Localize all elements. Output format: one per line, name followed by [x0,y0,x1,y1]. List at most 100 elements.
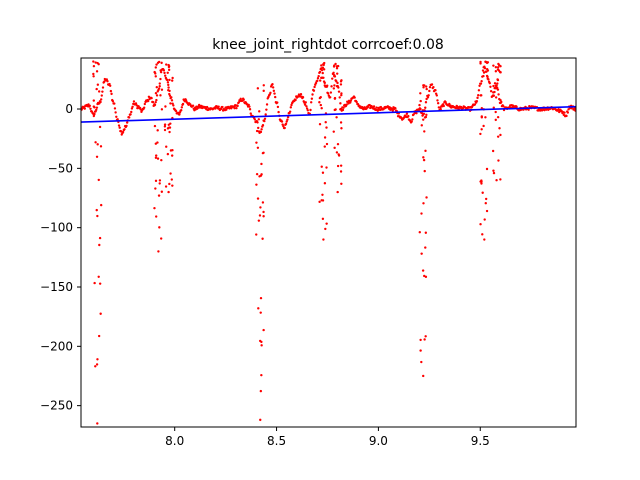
scatter-point [476,96,479,100]
scatter-point [321,71,324,75]
scatter-point [294,98,297,102]
scatter-point [421,269,425,272]
scatter-point [499,133,502,137]
scatter-point [155,63,158,66]
scatter-point [336,164,340,168]
scatter-point [573,107,576,110]
scatter-point [125,121,129,124]
scatter-point [479,132,482,136]
scatter-point [157,60,161,64]
scatter-point [487,78,490,81]
scatter-point [492,91,495,94]
scatter-point [319,103,322,107]
scatter-point [269,91,272,95]
scatter-point [98,125,102,129]
scatter-point [326,84,329,87]
scatter-point [394,107,397,110]
scatter-point [95,106,99,109]
scatter-point [497,69,501,72]
scatter-point [333,146,336,150]
scatter-point [98,236,102,240]
scatter-point [147,99,150,103]
scatter-point [219,107,223,111]
scatter-point [274,95,277,99]
scatter-point [159,237,163,240]
scatter-point [163,71,166,75]
scatter-point [170,178,173,181]
fit-line [81,105,576,123]
scatter-point [496,88,500,91]
scatter-point [259,206,262,209]
scatter-point [94,141,97,144]
scatter-point [109,89,113,93]
scatter-point [169,172,172,175]
scatter-point [332,71,335,75]
scatter-point [97,334,101,338]
scatter-point [233,107,236,110]
scatter-point [491,149,495,153]
scatter-point [425,113,428,117]
scatter-point [96,214,99,218]
scatter-point [306,109,309,112]
scatter-point [436,99,439,102]
scatter-point [356,102,360,106]
scatter-point [164,185,168,188]
scatter-point [262,210,265,214]
scatter-point [257,118,260,121]
scatter-point [94,61,97,64]
scatter-point [142,106,146,109]
scatter-point [411,118,414,121]
scatter-point [260,162,263,166]
scatter-point [427,94,430,97]
y-tick-label: −50 [48,161,73,175]
scatter-point [318,123,322,126]
scatter-point [483,238,486,241]
scatter-point [423,84,426,87]
scatter-point [419,338,422,342]
scatter-point [92,113,96,116]
scatter-point [280,120,284,123]
scatter-point [167,65,171,69]
scatter-point [423,169,426,173]
scatter-point [92,99,95,102]
scatter-point [262,84,265,87]
scatter-point [480,179,483,182]
scatter-point [418,231,421,234]
scatter-point [496,135,500,138]
scatter-point [236,104,239,108]
scatter-point [99,145,103,148]
scatter-point [259,389,263,393]
scatter-point [428,85,432,89]
scatter-point [276,101,279,104]
scatter-point [271,83,274,86]
y-tick-label: −100 [40,221,73,235]
scatter-point [338,96,341,99]
scatter-point [154,156,158,159]
scatter-point [255,172,259,176]
scatter-point [422,118,425,121]
scatter-point [495,179,498,182]
scatter-point [484,201,487,205]
scatter-point [166,152,170,156]
scatter-point [332,130,335,133]
x-tick-label: 9.0 [369,434,388,448]
scatter-point [262,328,265,332]
scatter-point [340,92,343,95]
scatter-point [260,128,263,131]
scatter-point [334,108,337,111]
scatter-point [178,113,181,116]
scatter-point [319,95,322,99]
scatter-point [339,102,342,105]
scatter-point [341,108,345,112]
scatter-point [422,86,425,89]
scatter-point [96,422,99,425]
scatter-point [339,170,343,173]
scatter-point [494,70,498,73]
scatter-point [129,113,132,116]
scatter-point [419,349,422,352]
scatter-point [159,69,162,72]
scatter-point [155,94,159,97]
scatter-point [422,112,426,115]
scatter-point [323,145,326,148]
scatter-point [318,70,322,74]
